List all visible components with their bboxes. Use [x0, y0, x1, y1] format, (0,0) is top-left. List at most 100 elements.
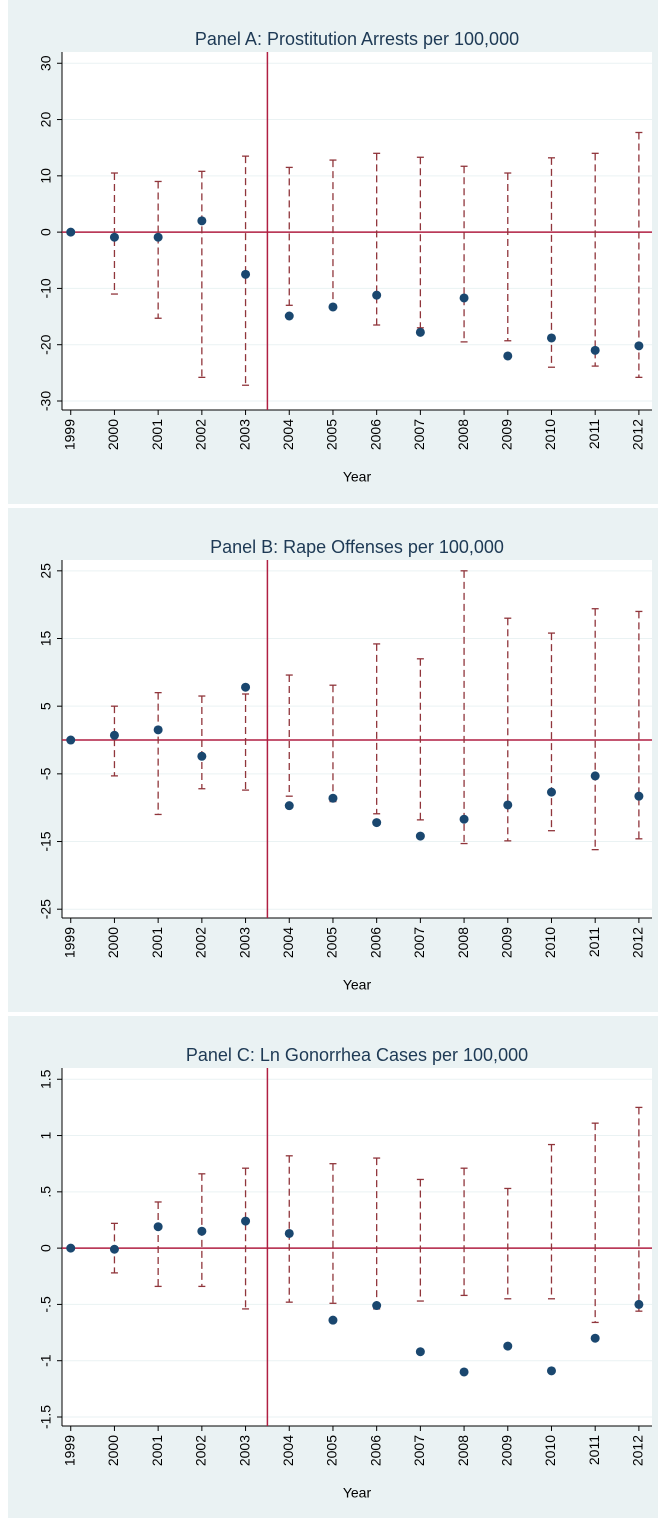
x-tick-label: 2009: [498, 927, 514, 958]
point: [459, 1367, 469, 1377]
x-tick-label: 2007: [411, 419, 427, 450]
x-tick-label: 1999: [61, 1435, 77, 1466]
x-tick-label: 2004: [280, 419, 296, 450]
y-tick-label: 1.5: [38, 1069, 54, 1089]
point: [328, 1315, 338, 1325]
x-tick-label: 2000: [105, 419, 121, 450]
point: [153, 232, 163, 242]
x-tick-label: 2010: [542, 1435, 558, 1466]
point: [197, 1226, 207, 1236]
x-tick-label: 2009: [498, 1435, 514, 1466]
point: [328, 793, 338, 803]
chart-title: Panel C: Ln Gonorrhea Cases per 100,000: [186, 1045, 528, 1065]
x-tick-label: 2005: [324, 927, 340, 958]
point: [284, 311, 294, 321]
point: [109, 232, 119, 242]
y-tick-label: 10: [38, 168, 54, 184]
point: [197, 751, 207, 761]
point: [590, 771, 600, 781]
y-tick-label: 0: [38, 1244, 54, 1252]
x-tick-label: 2006: [367, 1435, 383, 1466]
point: [197, 216, 207, 226]
y-tick-label: -1: [38, 1354, 54, 1367]
point: [415, 831, 425, 841]
point: [241, 269, 251, 279]
x-tick-label: 2010: [542, 927, 558, 958]
point: [372, 290, 382, 300]
x-tick-label: 2002: [193, 1435, 209, 1466]
point: [503, 800, 513, 810]
chart-title: Panel B: Rape Offenses per 100,000: [210, 537, 504, 557]
x-axis-label: Year: [343, 469, 372, 485]
point: [372, 1301, 382, 1311]
x-tick-label: 2011: [586, 927, 602, 957]
x-tick-label: 2002: [193, 419, 209, 450]
x-tick-label: 2007: [411, 1435, 427, 1466]
point: [546, 1366, 556, 1376]
point: [109, 1244, 119, 1254]
y-tick-label: -5: [38, 767, 54, 780]
x-axis-label: Year: [343, 1485, 372, 1501]
point: [634, 791, 644, 801]
x-tick-label: 2001: [149, 927, 165, 958]
x-tick-label: 1999: [61, 419, 77, 450]
y-tick-label: 30: [38, 55, 54, 71]
y-tick-label: -1.5: [38, 1405, 54, 1429]
x-tick-label: 2006: [367, 927, 383, 958]
y-tick-label: -15: [38, 831, 54, 851]
y-tick-label: -30: [38, 391, 54, 411]
x-tick-label: 2008: [455, 927, 471, 958]
x-tick-label: 2008: [455, 419, 471, 450]
x-tick-label: 2007: [411, 927, 427, 958]
x-tick-label: 2000: [105, 1435, 121, 1466]
x-tick-label: 2009: [498, 419, 514, 450]
x-tick-label: 2012: [630, 1435, 646, 1466]
plot-area: [62, 52, 652, 410]
point: [284, 1228, 294, 1238]
point: [546, 787, 556, 797]
x-tick-label: 2003: [236, 927, 252, 958]
x-tick-label: 2001: [149, 1435, 165, 1466]
point: [503, 1341, 513, 1351]
point: [546, 333, 556, 343]
point: [503, 351, 513, 361]
x-tick-label: 2010: [542, 419, 558, 450]
panel: Panel C: Ln Gonorrhea Cases per 100,000 -…: [8, 1016, 658, 1518]
y-tick-label: -20: [38, 334, 54, 354]
x-tick-label: 2006: [367, 419, 383, 450]
y-tick-label: 5: [38, 702, 54, 710]
x-tick-label: 2005: [324, 419, 340, 450]
point: [66, 227, 76, 237]
point: [415, 1347, 425, 1357]
point: [415, 327, 425, 337]
x-tick-label: 2011: [586, 1435, 602, 1465]
point: [328, 302, 338, 312]
point: [66, 735, 76, 745]
point: [153, 1222, 163, 1232]
plot-area: [62, 560, 652, 918]
plot-area: [62, 1068, 652, 1426]
y-tick-label: 25: [38, 563, 54, 579]
point: [590, 345, 600, 355]
point: [153, 725, 163, 735]
panel: Panel B: Rape Offenses per 100,000 -25 -15…: [8, 508, 658, 1012]
x-tick-label: 2005: [324, 1435, 340, 1466]
x-axis-label: Year: [343, 977, 372, 993]
chart-title: Panel A: Prostitution Arrests per 100,00…: [195, 29, 519, 49]
point: [241, 682, 251, 692]
x-tick-label: 2004: [280, 1435, 296, 1466]
y-tick-label: 1: [38, 1131, 54, 1139]
x-tick-label: 2012: [630, 419, 646, 450]
y-tick-label: -25: [38, 899, 54, 919]
x-tick-label: 2011: [586, 419, 602, 449]
point: [459, 814, 469, 824]
x-tick-label: 2008: [455, 1435, 471, 1466]
x-tick-label: 1999: [61, 927, 77, 958]
point: [634, 341, 644, 351]
point: [634, 1299, 644, 1309]
x-tick-label: 2003: [236, 419, 252, 450]
y-tick-label: 0: [38, 228, 54, 236]
x-tick-label: 2004: [280, 927, 296, 958]
y-tick-label: 20: [38, 112, 54, 128]
